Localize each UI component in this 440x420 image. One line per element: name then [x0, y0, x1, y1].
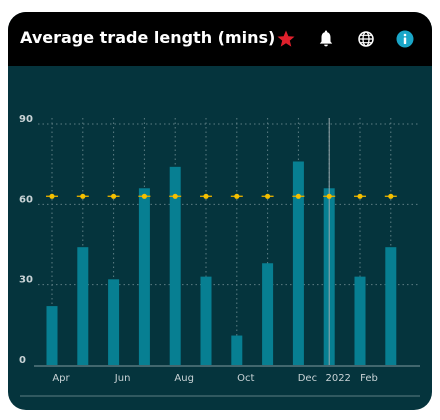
star-icon[interactable]	[276, 29, 296, 49]
y-tick-label: 0	[19, 355, 26, 366]
marker-point	[172, 193, 178, 199]
y-tick-label: 60	[19, 194, 33, 205]
x-tick-label: Feb	[360, 373, 378, 384]
x-tick-label: Apr	[52, 373, 70, 384]
bar	[169, 166, 181, 365]
x-tick-label: 2022	[325, 373, 350, 384]
bar	[385, 247, 397, 365]
chart-card: Average trade length (mins) 0 30 60 90 Apr Ju…	[8, 12, 432, 410]
marker-point	[111, 193, 117, 199]
marker-point	[49, 193, 55, 199]
bar	[200, 276, 212, 365]
marker-point	[141, 193, 147, 199]
globe-icon[interactable]	[356, 29, 376, 49]
marker-point	[265, 193, 271, 199]
bar-chart: 0 30 60 90 Apr Jun Aug Oct Dec 2022 Feb	[19, 114, 420, 397]
x-tick-label: Aug	[174, 373, 194, 384]
marker-point	[234, 193, 240, 199]
x-tick-label: Jun	[114, 373, 131, 384]
marker-point	[80, 193, 86, 199]
chart-header: Average trade length (mins)	[8, 12, 432, 66]
marker-point	[203, 193, 209, 199]
chart-title: Average trade length (mins)	[20, 28, 276, 47]
bar	[108, 279, 120, 365]
marker-point	[357, 193, 363, 199]
bar	[231, 335, 243, 365]
x-tick-label: Dec	[298, 373, 317, 384]
bar	[262, 263, 274, 365]
y-tick-label: 30	[19, 275, 33, 286]
marker-point	[388, 193, 394, 199]
bar	[77, 247, 89, 365]
bar	[46, 306, 58, 365]
bar	[354, 276, 366, 365]
marker-point	[295, 193, 301, 199]
bell-icon[interactable]	[316, 29, 336, 49]
x-tick-label: Oct	[237, 373, 254, 384]
marker-point	[326, 193, 332, 199]
bar	[292, 161, 304, 365]
bar	[138, 188, 150, 365]
y-tick-label: 90	[19, 114, 33, 125]
info-icon[interactable]	[395, 29, 415, 49]
